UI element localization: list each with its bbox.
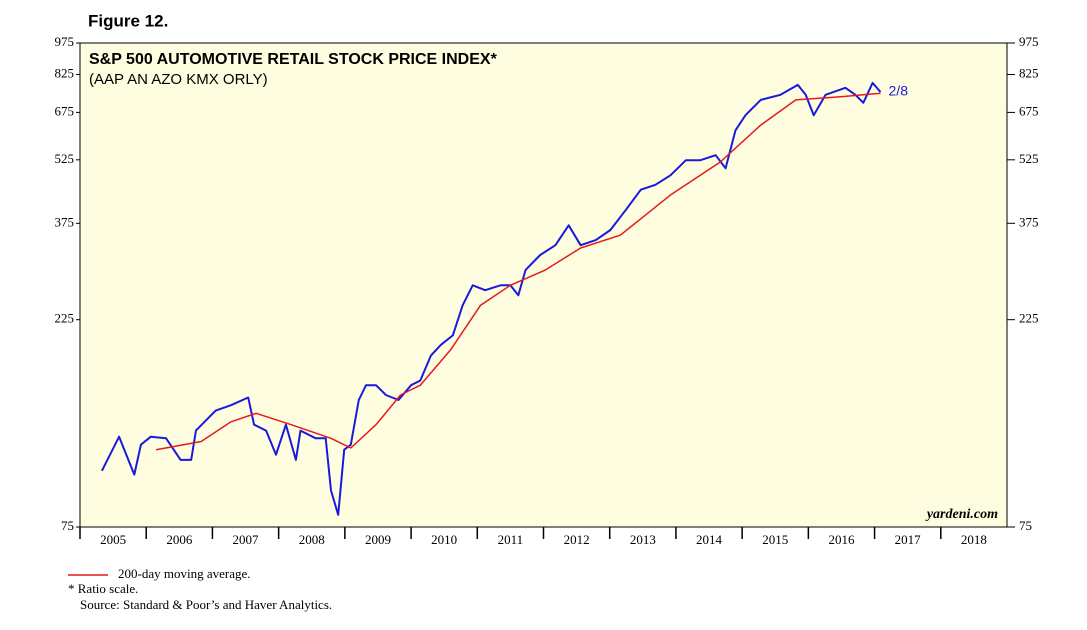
chart-subtitle: (AAP AN AZO KMX ORLY) <box>89 71 268 88</box>
series-line <box>101 81 882 516</box>
x-tick-label: 2012 <box>564 532 590 547</box>
y-tick-label-right: 375 <box>1019 214 1039 229</box>
x-tick-label: 2016 <box>828 532 855 547</box>
source: Source: Standard & Poor’s and Haver Anal… <box>80 597 332 612</box>
y-tick-label-right: 225 <box>1019 311 1039 326</box>
x-tick-label: 2017 <box>895 532 922 547</box>
x-tick-label: 2013 <box>630 532 656 547</box>
y-tick-label-right: 525 <box>1019 151 1039 166</box>
y-tick-label: 525 <box>55 151 75 166</box>
chart-title: S&P 500 AUTOMOTIVE RETAIL STOCK PRICE IN… <box>89 51 498 68</box>
y-tick-label-right: 975 <box>1019 34 1039 49</box>
y-tick-label: 225 <box>55 311 75 326</box>
x-tick-label: 2011 <box>498 532 524 547</box>
y-tick-label: 375 <box>55 214 75 229</box>
y-tick-label-right: 675 <box>1019 103 1039 118</box>
plot-area <box>79 42 1008 528</box>
legend-label: 200-day moving average. <box>118 566 250 581</box>
x-tick-label: 2015 <box>762 532 788 547</box>
x-tick-label: 2018 <box>961 532 987 547</box>
y-tick-label: 825 <box>55 66 75 81</box>
figure-label: Figure 12. <box>88 11 168 30</box>
y-tick-label: 675 <box>55 103 75 118</box>
x-tick-label: 2005 <box>100 532 126 547</box>
x-tick-label: 2008 <box>299 532 325 547</box>
note: * Ratio scale. <box>68 581 138 596</box>
y-tick-label-right: 825 <box>1019 66 1039 81</box>
watermark: yardeni.com <box>925 507 998 522</box>
x-tick-label: 2010 <box>431 532 457 547</box>
x-tick-label: 2006 <box>166 532 193 547</box>
x-tick-label: 2007 <box>233 532 260 547</box>
x-tick-label: 2009 <box>365 532 391 547</box>
end-label: 2/8 <box>889 83 909 99</box>
y-tick-label: 75 <box>61 518 74 533</box>
x-tick-label: 2014 <box>696 532 723 547</box>
y-tick-label-right: 75 <box>1019 518 1032 533</box>
series-line <box>155 92 881 451</box>
y-tick-label: 975 <box>55 34 75 49</box>
